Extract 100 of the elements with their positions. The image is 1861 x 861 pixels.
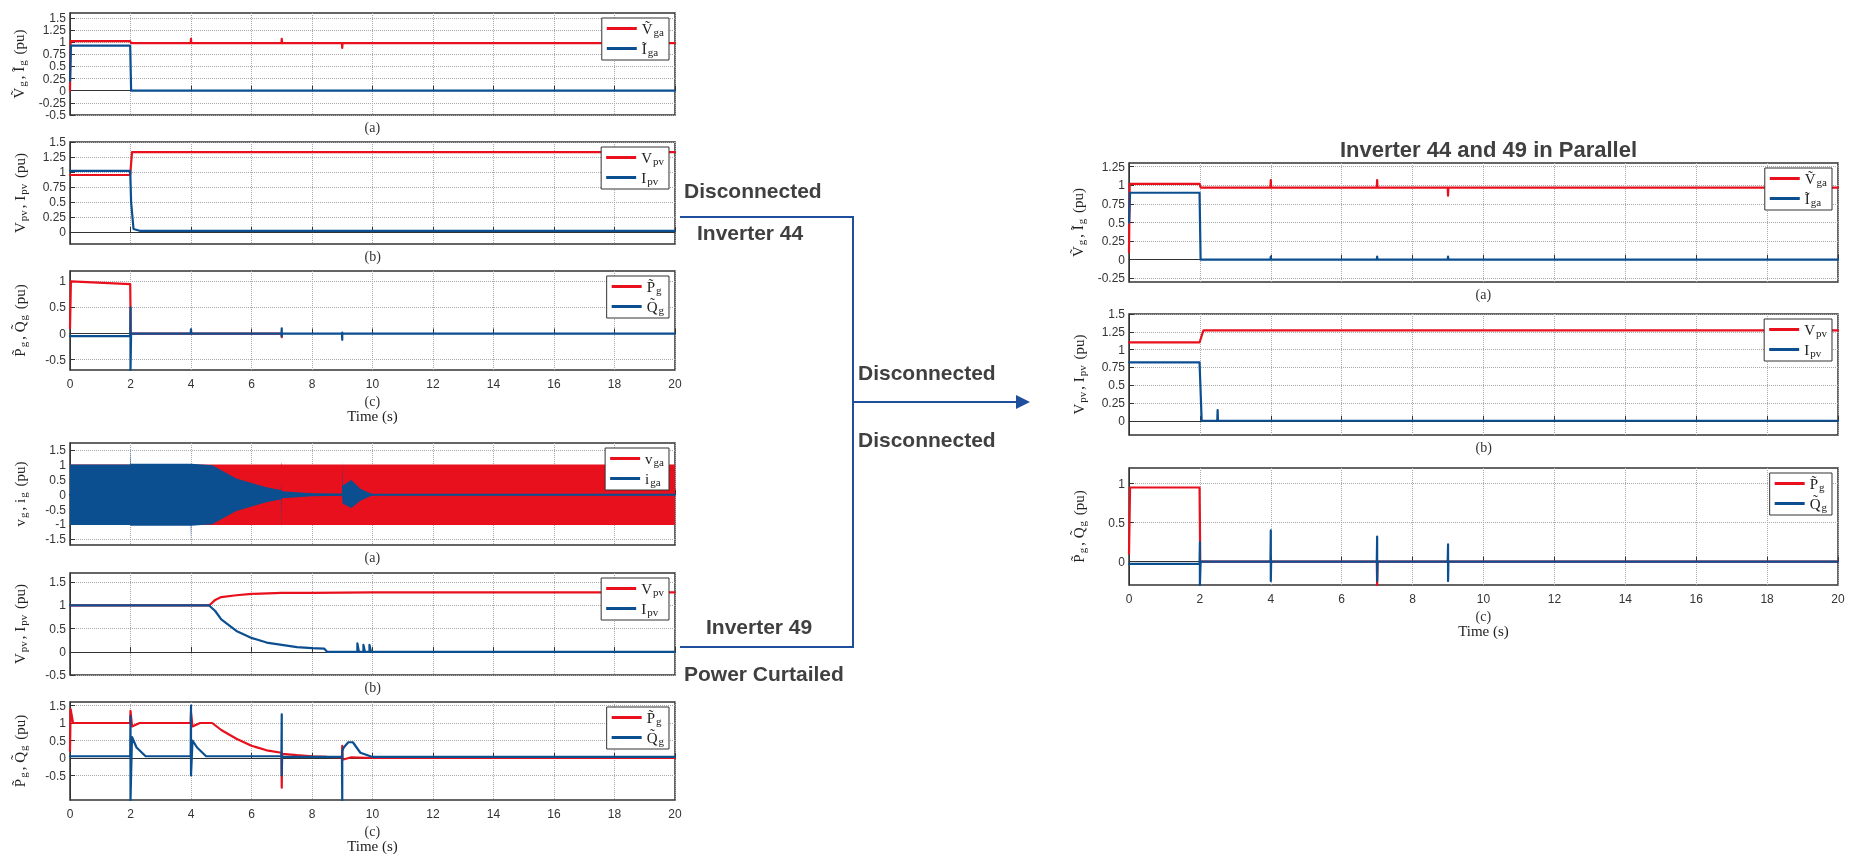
x-tick-label: 6 <box>248 377 256 391</box>
y-tick-label: 0.75 <box>1101 196 1126 211</box>
y-tick-label: 1.25 <box>42 150 67 164</box>
y-tick-label: -0.25 <box>1097 271 1126 286</box>
y-tick-label: 0.25 <box>1101 234 1126 249</box>
y-axis-title: P̃g, Q̃g (pu) <box>11 714 29 788</box>
x-tick-label: 2 <box>127 807 135 821</box>
y-tick-label: 0.75 <box>1101 360 1126 375</box>
y-tick-label: 1.25 <box>1101 324 1126 339</box>
y-tick-label: 0.5 <box>1108 515 1126 530</box>
y-tick-label: 0.75 <box>42 180 67 194</box>
chart-title: Inverter 44 and 49 in Parallel <box>1339 136 1638 162</box>
x-tick-label: 20 <box>668 807 682 821</box>
y-tick-label: 0 <box>1118 413 1126 428</box>
y-tick-label: -0.25 <box>38 95 67 110</box>
y-tick-label: 1.5 <box>1108 307 1126 321</box>
x-tick-label: 10 <box>365 807 380 821</box>
text: (c) <box>364 823 381 840</box>
y-tick-label: 1 <box>59 35 67 50</box>
x-tick-label: 18 <box>1760 592 1775 606</box>
x-tick-label: 4 <box>187 377 195 391</box>
y-tick-label: -1.5 <box>45 532 67 547</box>
y-tick-label: -0.5 <box>45 352 67 367</box>
x-tick-label: 20 <box>1831 592 1845 606</box>
text: (a) <box>364 549 381 566</box>
text: Disconnected <box>684 178 822 204</box>
y-tick-label: 1 <box>59 165 67 179</box>
y-tick-label: -1 <box>55 517 67 532</box>
y-tick-label: -0.5 <box>45 668 67 682</box>
y-tick-label: 0 <box>59 751 67 765</box>
x-tick-label: 12 <box>426 377 440 391</box>
y-tick-label: 0 <box>59 326 67 341</box>
text: (c) <box>1475 608 1492 625</box>
y-tick-label: 1 <box>59 716 67 730</box>
x-tick-label: 8 <box>308 377 316 391</box>
y-axis-title: Ṽg, Ĩg (pu) <box>1070 187 1088 258</box>
x-tick-label: 12 <box>1547 592 1562 606</box>
y-tick-label: 0.25 <box>42 71 67 86</box>
text: (a) <box>364 119 381 136</box>
y-tick-label: 0.5 <box>1108 378 1126 393</box>
y-axis-title: P̃g, Q̃g (pu) <box>11 284 29 357</box>
text: Power Curtailed <box>684 661 844 687</box>
y-tick-label: 1 <box>1118 178 1126 193</box>
y-tick-label: -0.5 <box>45 768 67 783</box>
y-tick-label: 0 <box>59 487 67 502</box>
y-tick-label: 0.5 <box>1108 215 1126 230</box>
x-tick-label: 4 <box>187 807 195 821</box>
y-tick-label: 0.25 <box>42 210 67 224</box>
y-tick-label: 1 <box>59 598 67 613</box>
y-tick-label: 0 <box>59 225 67 239</box>
text: Disconnected <box>858 427 996 453</box>
x-tick-label: 18 <box>607 807 622 821</box>
x-tick-label: 12 <box>426 807 440 821</box>
x-tick-label: 8 <box>1409 592 1417 606</box>
x-tick-label: 4 <box>1267 592 1275 606</box>
y-tick-label: 1 <box>1118 342 1126 357</box>
x-tick-label: 16 <box>547 807 561 821</box>
text: Inverter 44 <box>697 220 804 246</box>
x-tick-label: 16 <box>1689 592 1704 606</box>
y-tick-label: 0.5 <box>49 59 67 74</box>
y-tick-label: 0.5 <box>49 733 67 748</box>
x-tick-label: 14 <box>486 377 501 391</box>
y-tick-label: 1.5 <box>49 575 67 590</box>
x-tick-label: 2 <box>1196 592 1204 606</box>
y-tick-label: 1.25 <box>42 23 67 37</box>
y-axis-title: Vpv, Ipv (pu) <box>11 152 29 234</box>
y-tick-label: 0 <box>59 83 67 98</box>
y-tick-label: 1 <box>59 458 67 473</box>
x-tick-label: 10 <box>1476 592 1491 606</box>
text: (a) <box>1475 286 1492 303</box>
y-tick-label: 1 <box>1118 476 1126 491</box>
x-tick-label: 6 <box>1338 592 1346 606</box>
y-tick-label: 1.5 <box>49 443 67 458</box>
x-tick-label: 8 <box>308 807 316 821</box>
y-tick-label: 1.5 <box>49 698 67 713</box>
x-tick-label: 18 <box>607 377 622 391</box>
text: (b) <box>1475 439 1493 456</box>
y-tick-label: 1.5 <box>49 135 67 149</box>
y-tick-label: 0 <box>1118 554 1126 569</box>
y-tick-label: 1.25 <box>1101 159 1126 174</box>
text: Disconnected <box>858 360 996 386</box>
y-tick-label: 1.5 <box>49 10 67 25</box>
x-tick-label: 2 <box>127 377 135 391</box>
text: (b) <box>364 248 382 265</box>
y-axis-title: Ṽg, Ĩg (pu) <box>11 29 29 99</box>
x-tick-label: 14 <box>486 807 501 821</box>
y-tick-label: 1 <box>59 274 67 289</box>
y-tick-label: 0.5 <box>49 195 67 209</box>
text: (b) <box>364 679 382 696</box>
y-tick-label: 0.5 <box>49 472 67 487</box>
x-tick-label: 14 <box>1618 592 1633 606</box>
y-tick-label: -0.5 <box>45 502 67 517</box>
y-tick-label: 0.25 <box>1101 395 1126 410</box>
y-axis-title: Vpv, Ipv (pu) <box>11 583 29 665</box>
y-tick-label: 0.75 <box>42 47 67 62</box>
x-tick-label: 6 <box>248 807 256 821</box>
y-tick-label: 0 <box>59 644 67 659</box>
y-axis-title: Vpv, Ipv (pu) <box>1070 334 1088 415</box>
x-tick-label: 20 <box>668 377 682 391</box>
y-axis-title: vg, ig (pu) <box>11 461 29 527</box>
